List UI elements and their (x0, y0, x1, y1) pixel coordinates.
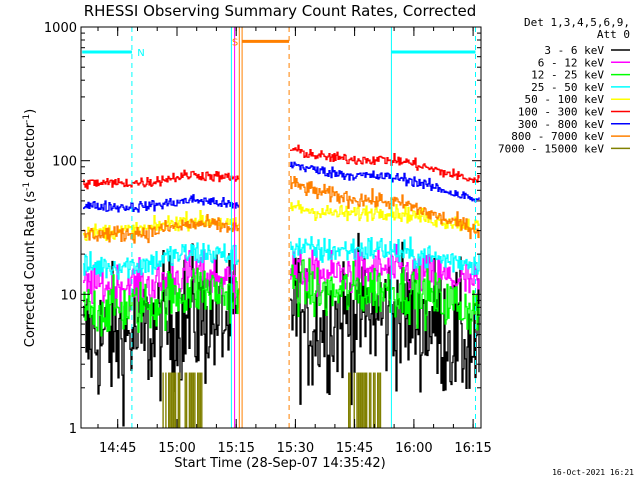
x-tick-label: 16:15 (454, 441, 491, 456)
legend-entry-label: 300 - 800 keV (518, 118, 604, 131)
y-axis-label-text-e: ) (23, 109, 38, 114)
series-line-8-part-1 (83, 214, 240, 244)
legend-entry-label: 50 - 100 keV (525, 93, 605, 106)
legend-entry-label: 12 - 25 keV (531, 69, 604, 82)
series-line-5-part-2 (290, 200, 480, 233)
chart-title: RHESSI Observing Summary Count Rates, Co… (84, 2, 477, 20)
legend-entry-label: 100 - 300 keV (518, 106, 604, 119)
x-tick-label: 14:45 (99, 441, 136, 456)
annotation-label-s: S (232, 37, 238, 48)
x-tick-label: 15:30 (277, 441, 314, 456)
legend-entry-label: 6 - 12 keV (538, 56, 605, 69)
plot-area: N S 1 10 100 1000 14:45 15:00 15:15 15:30 15:45 16:… (44, 21, 630, 456)
series-line-1-part-2 (290, 232, 480, 406)
plot-frame (80, 26, 482, 429)
annotation-label-n: N (137, 48, 144, 59)
y-axis-label-sup-1: -1 (22, 182, 32, 191)
series-line-1-part-1 (83, 243, 240, 427)
series-line-7-part-1 (83, 194, 240, 213)
series-line-3-part-1 (83, 267, 240, 337)
y-tick-label: 100 (52, 155, 77, 170)
series-line-8-part-2 (290, 175, 480, 240)
x-tick-label: 15:00 (158, 441, 195, 456)
y-axis-label-sup-2: -1 (22, 114, 32, 123)
y-tick-label: 1 (69, 422, 77, 437)
series-line-4-part-2 (290, 236, 480, 276)
x-axis-label: Start Time (28-Sep-07 14:35:42) (174, 456, 385, 471)
series-line-6-part-2 (290, 144, 480, 183)
legend-entry-label: 800 - 7000 keV (511, 130, 604, 143)
series-line-3-part-2 (290, 258, 480, 335)
y-axis-label-text-a: Corrected Count Rate (s (23, 191, 38, 348)
series-line-7-part-2 (290, 161, 480, 203)
legend-entry-label: 3 - 6 keV (544, 44, 604, 57)
render-timestamp: 16-Oct-2021 16:21 (552, 468, 634, 477)
legend-header-line-1: Det 1,3,4,5,6,9, (524, 16, 630, 29)
x-tick-label: 15:45 (336, 441, 373, 456)
series-line-6-part-1 (83, 169, 240, 190)
x-tick-label: 16:00 (395, 441, 432, 456)
legend-header-line-2: Att 0 (597, 28, 630, 41)
series-line-4-part-1 (83, 242, 240, 280)
y-tick-label: 10 (60, 288, 77, 303)
series-line-2-part-2 (290, 244, 480, 297)
legend-entry-label: 7000 - 15000 keV (498, 142, 604, 155)
y-tick-label: 1000 (44, 21, 77, 36)
y-axis-label-text-c: detector (23, 122, 38, 182)
x-tick-label: 15:15 (217, 441, 254, 456)
y-axis-label: Corrected Count Rate (s-1 detector-1) (22, 109, 38, 347)
legend-entry-label: 25 - 50 keV (531, 81, 604, 94)
